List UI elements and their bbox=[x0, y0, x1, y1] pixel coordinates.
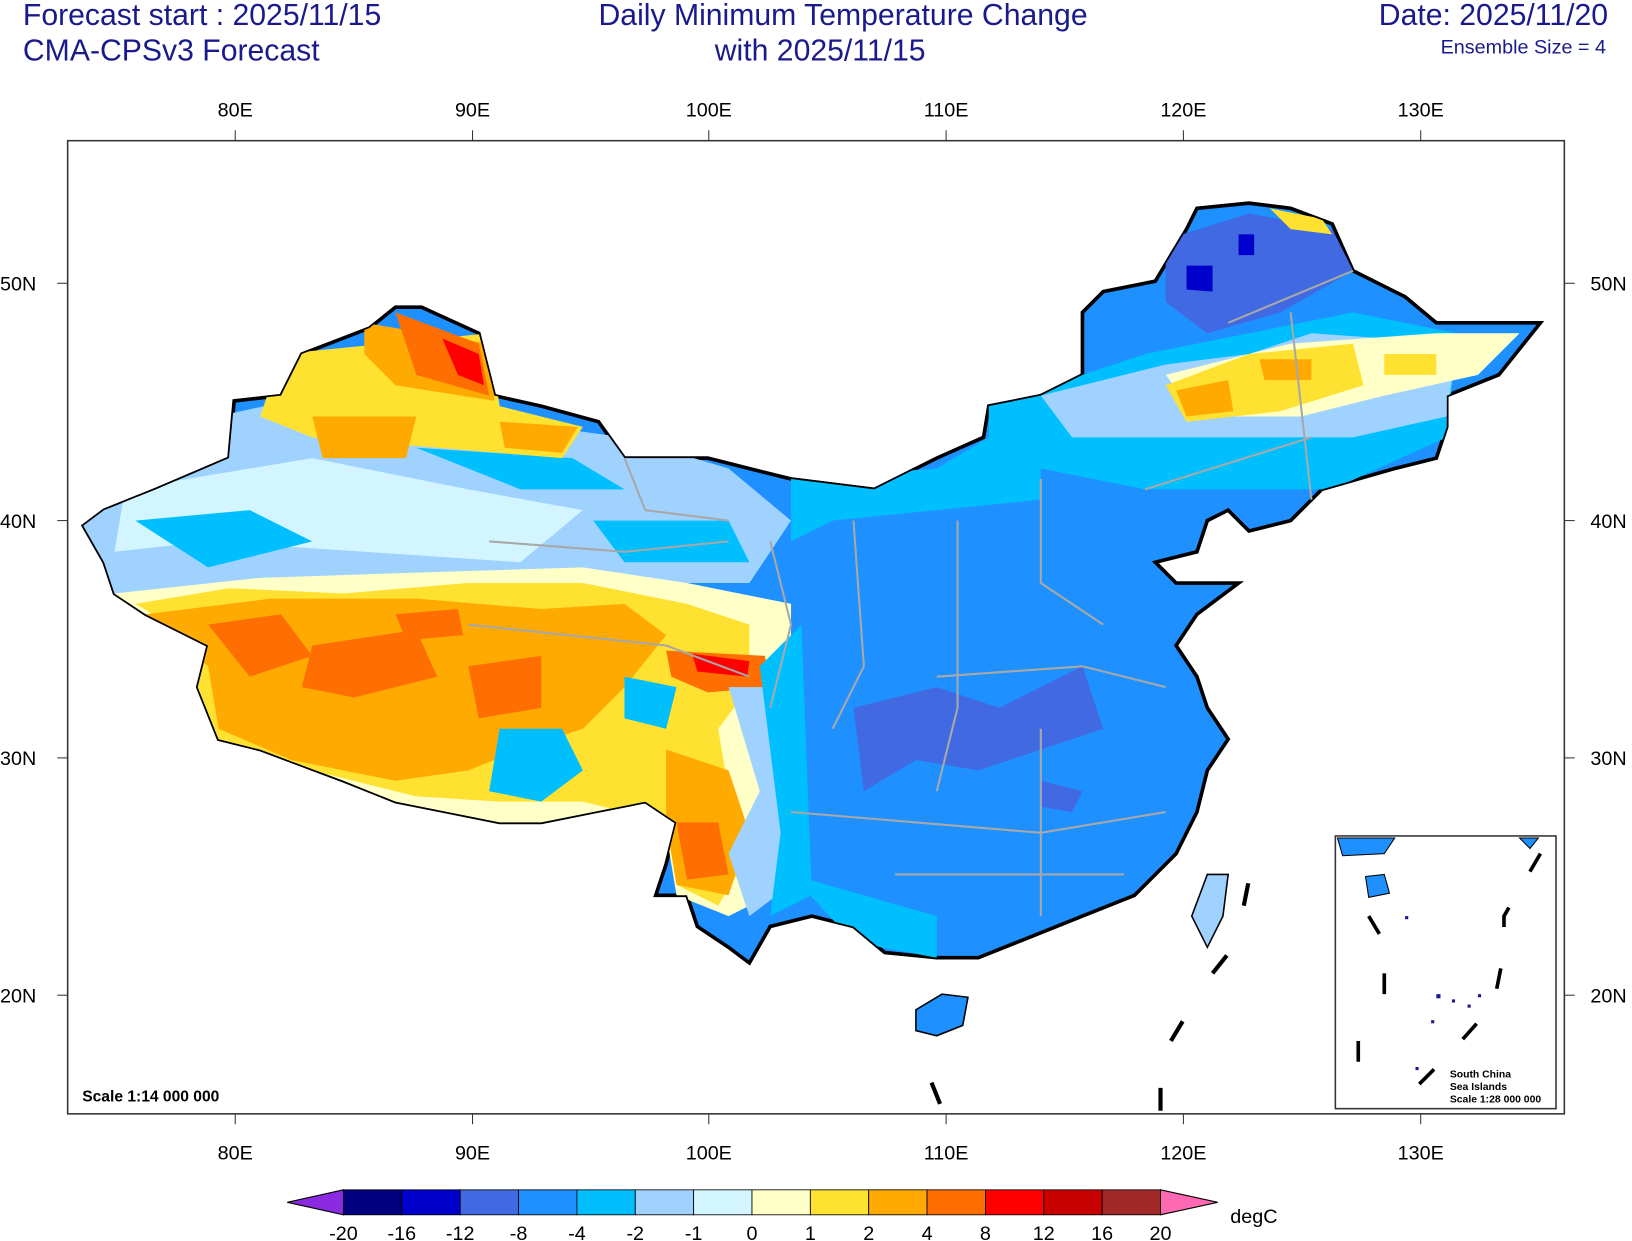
inset-label-1: South China bbox=[1450, 1069, 1511, 1080]
title-line2: with 2025/11/15 bbox=[714, 35, 926, 68]
colorbar-swatch bbox=[693, 1189, 753, 1216]
colorbar-swatch bbox=[459, 1189, 519, 1216]
colorbar-level-label: 8 bbox=[980, 1223, 991, 1241]
hainan-island bbox=[915, 993, 969, 1037]
lon-label-top: 120E bbox=[1160, 100, 1206, 122]
lon-label-bottom: 90E bbox=[455, 1143, 490, 1165]
lon-label-bottom: 110E bbox=[924, 1143, 969, 1165]
lat-label-left: 50N bbox=[0, 274, 36, 296]
colorbar-swatch bbox=[926, 1189, 986, 1216]
colorbar-level-label: 20 bbox=[1150, 1223, 1172, 1241]
colorbar-swatch bbox=[343, 1189, 403, 1216]
lat-label-left: 30N bbox=[0, 748, 36, 770]
colorbar-level-label: -16 bbox=[388, 1223, 417, 1241]
lon-label-top: 110E bbox=[924, 100, 969, 122]
colorbar-level-label: 16 bbox=[1091, 1223, 1113, 1241]
colorbar-swatch bbox=[634, 1189, 695, 1216]
lat-label-right: 30N bbox=[1590, 748, 1626, 770]
colorbar-over-triangle bbox=[1159, 1189, 1218, 1216]
colorbar: -20 -16 -12 -8 -4 -2 -1 0 1 2 4 8 12 16 20 bbox=[287, 1189, 1218, 1241]
lat-label-right: 50N bbox=[1590, 274, 1626, 296]
province-borders bbox=[468, 269, 1354, 917]
map-scale-label: Scale 1:14 000 000 bbox=[82, 1088, 219, 1105]
colorbar-level-label: 12 bbox=[1033, 1223, 1055, 1241]
model-label: CMA-CPSv3 Forecast bbox=[23, 35, 320, 68]
date-label: Date: 2025/11/20 bbox=[1379, 0, 1608, 32]
colorbar-swatch bbox=[868, 1189, 928, 1216]
inset-scale-label: Scale 1:28 000 000 bbox=[1450, 1094, 1542, 1105]
colorbar-swatch bbox=[1101, 1189, 1161, 1216]
colorbar-level-label: -20 bbox=[329, 1223, 358, 1241]
lat-label-left: 20N bbox=[0, 985, 36, 1007]
colorbar-swatch bbox=[518, 1189, 578, 1216]
colorbar-level-label: -1 bbox=[685, 1223, 703, 1241]
inset-label-2: Sea Islands bbox=[1450, 1082, 1507, 1093]
colorbar-level-label: 0 bbox=[746, 1223, 757, 1241]
lon-label-bottom: 100E bbox=[686, 1143, 732, 1165]
lat-label-right: 40N bbox=[1590, 511, 1626, 533]
lon-label-top: 100E bbox=[686, 100, 732, 122]
lon-label-bottom: 130E bbox=[1398, 1143, 1444, 1165]
lon-label-top: 90E bbox=[455, 100, 490, 122]
colorbar-swatch bbox=[576, 1189, 636, 1216]
title-line1: Daily Minimum Temperature Change bbox=[599, 0, 1088, 32]
lon-label-bottom: 120E bbox=[1160, 1143, 1206, 1165]
lon-label-top: 80E bbox=[218, 100, 253, 122]
lat-label-left: 40N bbox=[0, 511, 36, 533]
colorbar-level-label: -4 bbox=[568, 1223, 586, 1241]
lon-label-top: 130E bbox=[1398, 100, 1444, 122]
lon-label-bottom: 80E bbox=[218, 1143, 253, 1165]
south-china-sea-inset: South China Sea Islands Scale 1:28 000 0… bbox=[1334, 835, 1557, 1110]
forecast-start-label: Forecast start : 2025/11/15 bbox=[23, 0, 381, 32]
colorbar-unit-label: degC bbox=[1230, 1206, 1277, 1228]
colorbar-level-label: -8 bbox=[510, 1223, 528, 1241]
nine-dash-line bbox=[929, 879, 1252, 1114]
colorbar-level-label: 1 bbox=[805, 1223, 816, 1241]
colorbar-level-label: -2 bbox=[626, 1223, 644, 1241]
colorbar-swatch bbox=[751, 1189, 811, 1216]
colorbar-under-triangle bbox=[287, 1189, 344, 1216]
colorbar-swatch bbox=[401, 1189, 461, 1216]
colorbar-swatch bbox=[985, 1189, 1045, 1216]
colorbar-swatch bbox=[1043, 1189, 1103, 1216]
ensemble-size-label: Ensemble Size = 4 bbox=[1441, 36, 1606, 58]
china-temperature-field bbox=[80, 201, 1545, 1114]
colorbar-level-label: 2 bbox=[863, 1223, 874, 1241]
lat-label-right: 20N bbox=[1590, 985, 1626, 1007]
colorbar-level-label: -12 bbox=[446, 1223, 475, 1241]
colorbar-level-label: 4 bbox=[922, 1223, 933, 1241]
axis-labels: 80E 80E 90E 90E 100E 100E 110E 110E 120E 120E 130E… bbox=[0, 100, 1627, 1165]
colorbar-swatch bbox=[809, 1189, 870, 1216]
taiwan-island bbox=[1190, 873, 1230, 950]
